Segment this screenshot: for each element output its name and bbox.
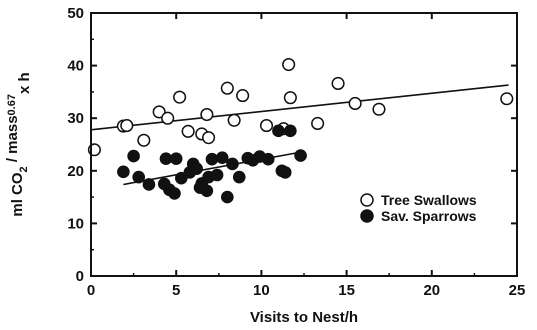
axes: 0 5 10 15 20 25 0 10 20 30 40 50 <box>67 5 525 299</box>
x-tick-label: 20 <box>423 282 440 299</box>
y-tick-label: 50 <box>67 5 84 22</box>
legend-marker-sav-sparrows <box>360 209 374 223</box>
tree-swallows-point <box>311 116 325 131</box>
y-tick-label: 20 <box>67 163 84 180</box>
tree-swallows-point <box>348 96 362 111</box>
tree-swallows-point <box>283 91 297 105</box>
tree-swallows-point <box>331 76 345 91</box>
y-tick-label: 0 <box>76 268 84 285</box>
plot-frame <box>90 12 518 277</box>
sav-sparrows-point <box>190 162 203 175</box>
tree-swallows-point <box>236 89 250 103</box>
tree-swallows-point <box>137 133 151 147</box>
tree-swallows-point <box>181 124 195 138</box>
y-axis-title-part: 2 <box>18 166 30 172</box>
y-axis-title-part: ml CO <box>9 172 26 217</box>
tree-swallows-point <box>227 113 241 127</box>
plot-area <box>87 57 514 204</box>
sav-sparrows-point <box>284 124 297 138</box>
sav-sparrows-point <box>215 151 229 164</box>
x-tick-label: 5 <box>172 282 180 299</box>
legend-label-tree-swallows: Tree Swallows <box>381 192 477 208</box>
sav-sparrows-point <box>200 184 214 198</box>
y-tick-label: 30 <box>67 110 84 127</box>
x-tick-label: 0 <box>87 282 95 299</box>
tree-swallows-point <box>173 90 187 104</box>
x-tick-label: 25 <box>509 282 526 299</box>
y-axis-title: ml CO2 / mass0.67x h <box>4 72 33 216</box>
sav-sparrows-point <box>132 170 146 184</box>
sav-sparrows-point <box>205 152 219 166</box>
x-tick-label: 15 <box>338 282 355 299</box>
tree-swallows-point <box>161 111 175 125</box>
tree-swallows-point <box>372 102 386 116</box>
tree-swallows-point <box>282 57 296 72</box>
legend-label-sav-sparrows: Sav. Sparrows <box>381 208 477 224</box>
y-axis-title-part: 0.67 <box>6 94 18 115</box>
tree-swallows-regression-line <box>90 84 509 131</box>
sav-sparrows-point <box>117 165 130 179</box>
sav-sparrows-point <box>272 124 285 138</box>
y-tick-label: 10 <box>67 215 84 232</box>
y-axis-title-part: / mass <box>4 115 21 166</box>
sav-sparrows-point <box>232 170 246 184</box>
sav-sparrows-point <box>226 157 239 171</box>
tree-swallows-point <box>152 105 166 119</box>
tree-swallows-point <box>259 119 274 133</box>
y-axis-title-part: x h <box>16 72 33 94</box>
sav-sparrows-point <box>294 149 307 162</box>
sav-sparrows-point <box>221 190 234 204</box>
sav-sparrows-point <box>175 171 188 185</box>
sav-sparrows-point <box>127 149 140 163</box>
sav-sparrows-point <box>142 178 156 191</box>
sav-sparrows-point <box>278 166 292 179</box>
sav-sparrows-point <box>169 152 183 166</box>
sav-sparrows-point <box>168 187 181 200</box>
y-tick-label: 40 <box>67 58 84 75</box>
tree-swallows-point <box>202 131 216 145</box>
tree-swallows-point <box>120 119 134 133</box>
x-tick-label: 10 <box>253 282 270 299</box>
tree-swallows-point <box>220 81 234 95</box>
tree-swallows-point <box>200 107 214 122</box>
x-axis-title: Visits to Nest/h <box>250 309 358 326</box>
tree-swallows-point <box>500 92 514 106</box>
sav-sparrows-point <box>210 168 224 182</box>
legend-marker-tree-swallows <box>360 193 374 207</box>
sav-sparrows-point <box>261 152 275 166</box>
